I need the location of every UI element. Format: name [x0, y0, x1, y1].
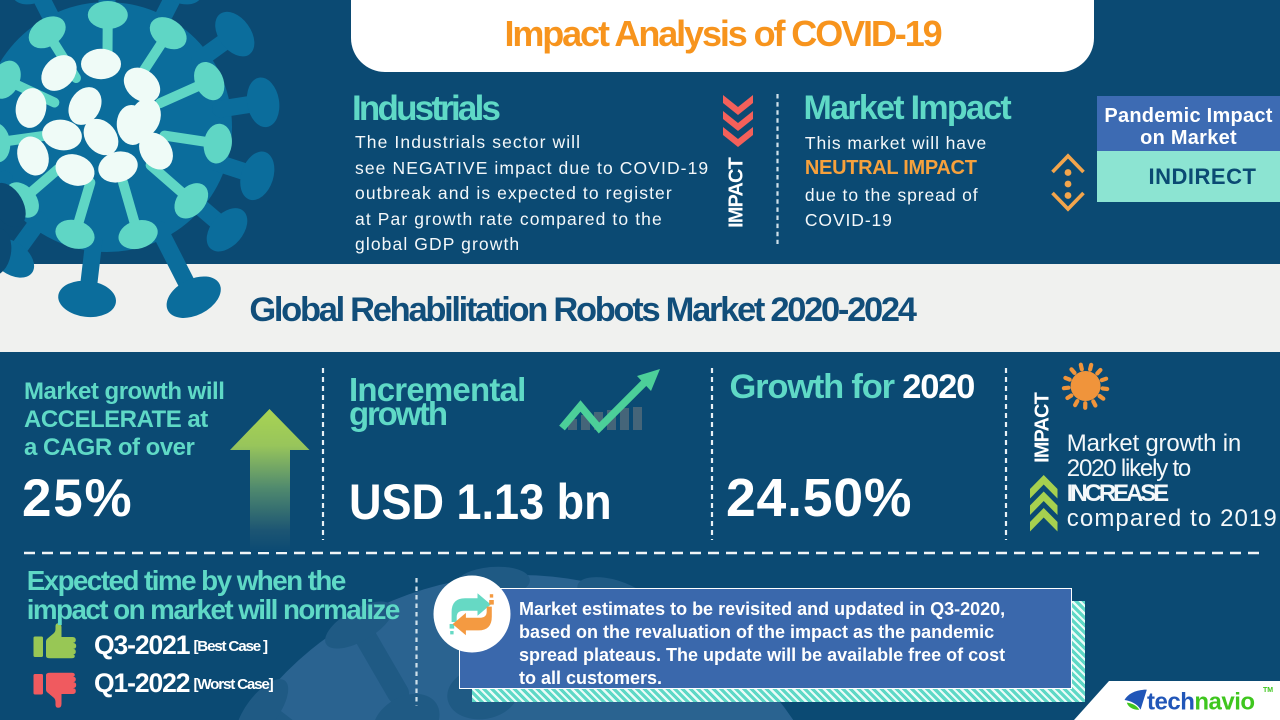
svg-text:technavio: technavio: [1147, 689, 1255, 716]
svg-text:TM: TM: [1263, 687, 1273, 694]
